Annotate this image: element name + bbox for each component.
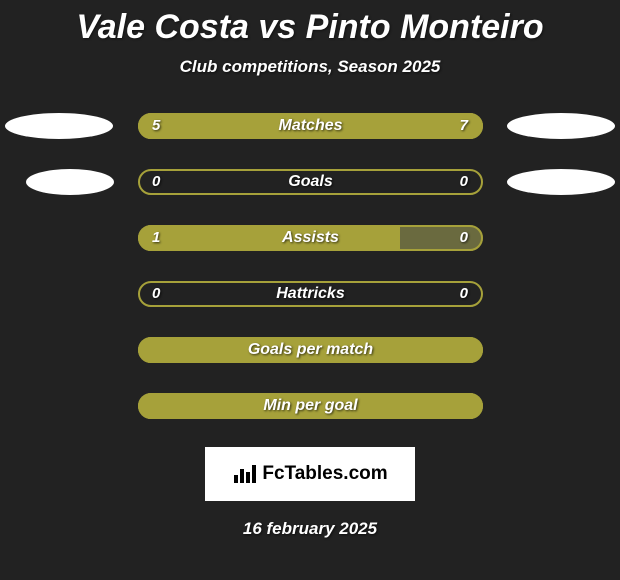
left-ellipse — [26, 169, 114, 195]
bar-right-fill — [276, 113, 483, 139]
bar-track — [138, 169, 483, 195]
left-value: 5 — [152, 113, 160, 139]
right-value: 0 — [460, 225, 468, 251]
right-ellipse — [507, 169, 615, 195]
stat-row: 57Matches — [0, 113, 620, 139]
left-value: 0 — [152, 281, 160, 307]
bar-left-fill — [138, 225, 400, 251]
right-value: 0 — [460, 169, 468, 195]
logo-text: FcTables.com — [262, 463, 387, 485]
comparison-chart: 57Matches00Goals10Assists00HattricksGoal… — [0, 113, 620, 419]
left-value: 0 — [152, 169, 160, 195]
bar-track — [138, 225, 483, 251]
right-ellipse — [507, 113, 615, 139]
bar-track — [138, 281, 483, 307]
left-value: 1 — [152, 225, 160, 251]
bars-icon — [232, 463, 258, 485]
date-label: 16 february 2025 — [0, 519, 620, 539]
page-title: Vale Costa vs Pinto Monteiro — [0, 0, 620, 47]
bar-left-fill — [138, 337, 483, 363]
right-value: 0 — [460, 281, 468, 307]
right-value: 7 — [460, 113, 468, 139]
stat-row: Min per goal — [0, 393, 620, 419]
bar-track — [138, 113, 483, 139]
bar-track — [138, 337, 483, 363]
stat-row: Goals per match — [0, 337, 620, 363]
bar-left-fill — [138, 393, 483, 419]
page-subtitle: Club competitions, Season 2025 — [0, 57, 620, 77]
left-ellipse — [5, 113, 113, 139]
logo-box: FcTables.com — [205, 447, 415, 501]
stat-row: 10Assists — [0, 225, 620, 251]
stat-row: 00Hattricks — [0, 281, 620, 307]
stat-row: 00Goals — [0, 169, 620, 195]
bar-track — [138, 393, 483, 419]
